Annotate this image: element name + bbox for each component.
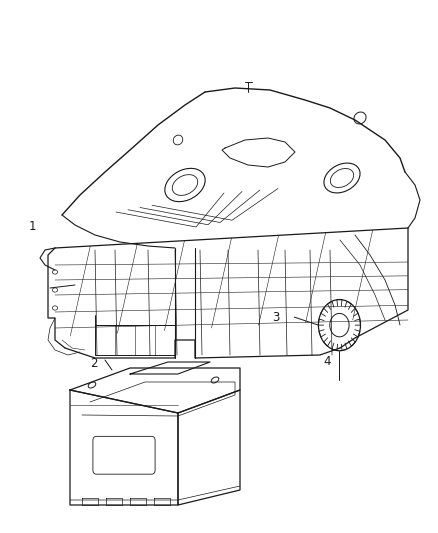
- Text: 4: 4: [324, 355, 332, 368]
- Text: 2: 2: [90, 357, 98, 370]
- Text: 3: 3: [272, 311, 279, 324]
- Text: 1: 1: [29, 220, 37, 233]
